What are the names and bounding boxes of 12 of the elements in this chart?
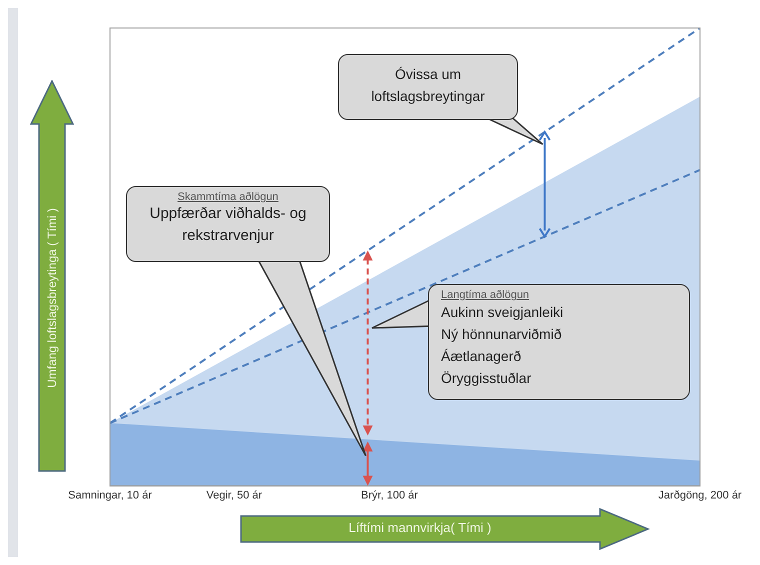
annotation: Skammtíma aðlögun — [176, 191, 280, 203]
annotation: Uppfærðar viðhalds- og rekstrarvenjur — [148, 204, 308, 246]
x-tick-label: Vegir, 50 ár — [206, 489, 262, 502]
x-tick-label: Samningar, 10 ár — [68, 489, 152, 502]
annotation: Aukinn sveigjanleiki Ný hönnunarviðmið Áætlanagerð Öryggisstuðlar — [440, 303, 564, 388]
annotation: Óvissa um loftslagsbreytingar — [370, 65, 486, 106]
annotation: Langtíma aðlögun — [440, 289, 530, 301]
x-tick-label: Brýr, 100 ár — [361, 489, 418, 502]
speech-bubble: Skammtíma aðlögun Uppfærðar viðhalds- og rekstrarvenjur — [124, 184, 368, 458]
y-axis-title: Umfang loftslagsbreytinga ( Tími ) — [45, 207, 59, 390]
x-axis-title: Líftími mannvirkja( Tími ) — [348, 520, 492, 535]
x-tick-label: Jarðgöng, 200 ár — [658, 489, 742, 502]
